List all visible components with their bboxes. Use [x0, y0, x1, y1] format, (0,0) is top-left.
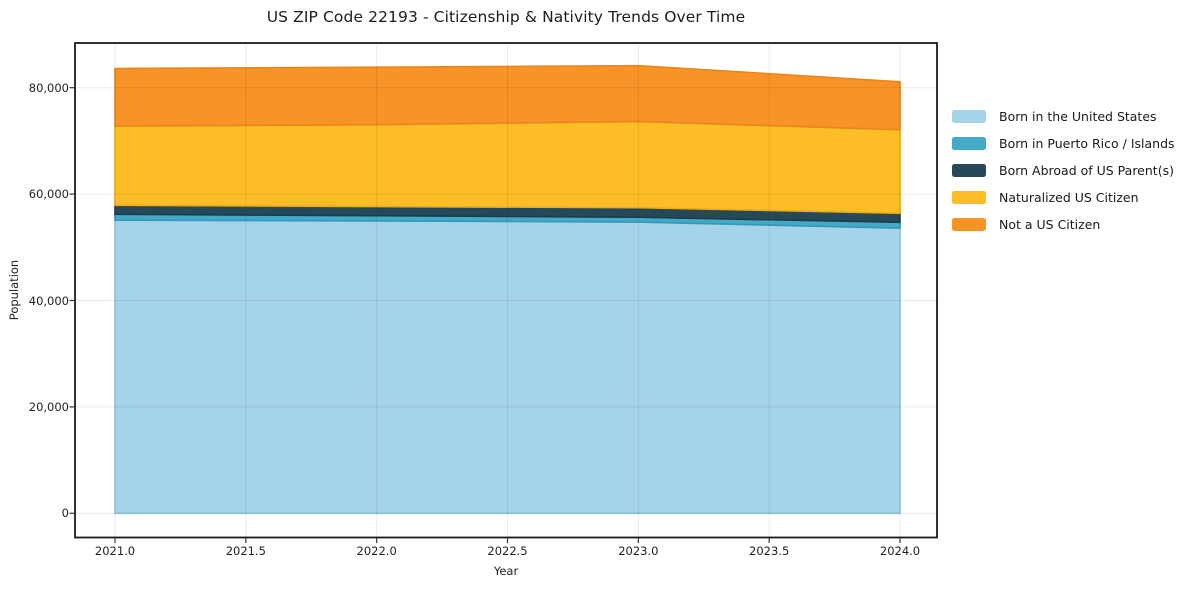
legend-item: Born in the United States [952, 103, 1175, 130]
y-tick-label: 40,000 [28, 293, 69, 308]
x-tick-label: 2024.0 [879, 544, 921, 558]
legend-swatch [952, 218, 986, 231]
legend-item: Naturalized US Citizen [952, 184, 1175, 211]
chart-title: US ZIP Code 22193 - Citizenship & Nativi… [266, 8, 746, 26]
area-band-4 [114, 64, 901, 131]
legend-swatch [952, 110, 986, 123]
y-tick-label: 0 [61, 506, 69, 521]
x-tick-label: 2023.5 [749, 544, 790, 558]
legend-label: Born in the United States [999, 109, 1157, 124]
legend-item: Born in Puerto Rico / Islands [952, 130, 1175, 157]
legend-label: Not a US Citizen [999, 217, 1101, 232]
plot-border [74, 42, 938, 539]
legend: Born in the United States Born in Puerto … [952, 103, 1175, 238]
legend-swatch [952, 191, 986, 204]
x-tick-label: 2022.5 [487, 544, 528, 558]
x-tick-label: 2023.0 [618, 544, 659, 558]
y-axis-label: Population [7, 259, 21, 321]
y-tick-label: 80,000 [28, 80, 69, 95]
legend-item: Born Abroad of US Parent(s) [952, 157, 1175, 184]
legend-label: Born in Puerto Rico / Islands [999, 136, 1175, 151]
x-axis-label: Year [493, 564, 519, 578]
legend-label: Naturalized US Citizen [999, 190, 1139, 205]
legend-label: Born Abroad of US Parent(s) [999, 163, 1174, 178]
x-tick-label: 2021.0 [94, 544, 136, 558]
x-tick-label: 2021.5 [225, 544, 266, 558]
y-tick-label: 20,000 [28, 399, 69, 414]
legend-swatch [952, 164, 986, 177]
y-tick-label: 60,000 [28, 187, 69, 202]
legend-swatch [952, 137, 986, 150]
legend-item: Not a US Citizen [952, 211, 1175, 238]
x-tick-label: 2022.0 [356, 544, 397, 558]
